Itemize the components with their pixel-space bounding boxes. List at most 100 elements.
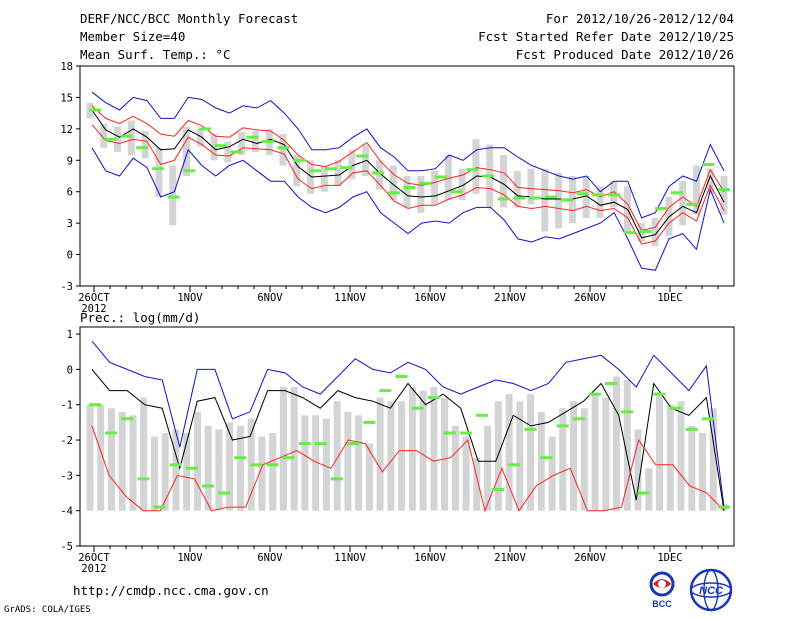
temp-median-marker [450, 190, 463, 194]
temp-median-marker [293, 158, 306, 162]
temp-median-marker [372, 171, 385, 175]
temp-median-marker [576, 192, 589, 196]
temp-ensemble-bar [720, 176, 728, 215]
temp-median-marker [545, 195, 557, 199]
precip-ensemble-bar [376, 397, 384, 511]
precip-median-marker [653, 392, 666, 396]
temp-y-tick-label: 0 [67, 250, 73, 262]
temp-y-tick-label: 3 [67, 218, 73, 230]
precip-median-marker [669, 406, 682, 410]
precip-ensemble-bar [602, 397, 610, 511]
temp-ensemble-bar [417, 176, 425, 213]
precip-ensemble-bar [505, 394, 513, 511]
precip-y-tick-label: 1 [67, 329, 73, 341]
temp-ensemble-bar [141, 131, 149, 159]
temp-median-marker [324, 167, 337, 171]
temp-median-marker [309, 169, 322, 173]
temp-ensemble-bar [169, 165, 177, 226]
temp-median-marker [497, 197, 510, 201]
temp-ensemble-bar [279, 134, 287, 166]
precip-median-marker [443, 431, 456, 435]
precip-ensemble-bar [344, 411, 352, 511]
temp-ensemble-bar [500, 155, 507, 208]
temp-y-tick-label: -3 [60, 281, 73, 293]
precip-median-marker [589, 392, 601, 396]
precip-ensemble-bar [269, 433, 277, 511]
temp-median-marker [151, 167, 164, 171]
precip-y-tick-label: -5 [60, 541, 73, 553]
precip-x-tick-label: 6NOV [257, 552, 283, 564]
temp-ensemble-bar [183, 126, 190, 176]
precip-max-line [91, 340, 725, 508]
precip-ensemble-bar [666, 404, 674, 511]
precip-mean-line [91, 369, 725, 511]
precip-median-marker [621, 410, 634, 414]
precip-median-marker [282, 456, 295, 460]
temp-ensemble-bar [251, 131, 259, 152]
temp-median-marker [623, 231, 636, 235]
precip-median-marker [718, 505, 730, 509]
temp-x-tick-label: 21NOV [494, 292, 526, 304]
precip-title: Prec.: log(mm/d) [80, 310, 201, 325]
precip-ensemble-bar [215, 429, 223, 511]
precip-year-label: 2012 [81, 563, 106, 575]
precip-median-marker [508, 463, 521, 467]
precip-median-marker [266, 463, 279, 467]
precip-ensemble-bar [161, 433, 169, 511]
precip-median-marker [379, 389, 392, 393]
temp-ensemble-bar [348, 149, 356, 180]
precip-median-marker [250, 463, 263, 467]
forecast-started-label: Fcst Started Refer Date 2012/10/25 [478, 29, 734, 44]
precip-ensemble-bar [398, 401, 406, 511]
precip-median-marker [89, 403, 101, 407]
forecast-period-label: For 2012/10/26-2012/12/04 [545, 11, 734, 26]
precip-ensemble-bar [688, 425, 696, 511]
temp-median-marker [466, 168, 479, 172]
temp-x-tick-label: 6NOV [257, 292, 283, 304]
temp-median-marker [513, 196, 526, 200]
precip-median-marker [185, 466, 198, 470]
precip-ensemble-bar [441, 397, 449, 511]
precip-plot-frame [79, 326, 735, 547]
temp-ensemble-bar [692, 165, 700, 215]
temp-y-tick-label: 15 [60, 92, 73, 104]
precip-median-marker [701, 417, 714, 421]
precip-ensemble-bar [484, 425, 492, 511]
precip-ensemble-bar [365, 443, 373, 511]
precip-ensemble-bar [387, 401, 395, 511]
temp-ensemble-bar [196, 128, 204, 147]
precip-ensemble-bar [140, 397, 148, 511]
precip-median-marker [169, 463, 182, 467]
precip-ensemble-bar [634, 429, 642, 511]
precip-ensemble-bar [279, 387, 287, 511]
temp-median-marker [403, 186, 416, 189]
precip-ensemble-bar [559, 408, 567, 511]
temp-median-marker [482, 174, 495, 178]
precip-ensemble-bar [129, 415, 137, 511]
temp-median-marker [639, 230, 652, 233]
precip-ensemble-bar [473, 457, 481, 511]
precip-ensemble-bar [580, 408, 588, 511]
precip-median-marker [540, 456, 553, 460]
precip-median-marker [298, 442, 311, 446]
temp-ensemble-bar [527, 168, 535, 205]
precip-y-tick-label: -3 [60, 470, 73, 482]
temp-ensemble-bar [444, 155, 452, 200]
temp-median-marker [230, 150, 243, 154]
precip-ensemble-bar [462, 436, 470, 511]
temp-ensemble-bar [596, 186, 604, 218]
temp-ensemble-bar [155, 147, 163, 197]
temp-ensemble-bar [224, 141, 232, 163]
precip-ensemble-bar [172, 429, 180, 511]
source-url[interactable]: http://cmdp.ncc.cma.gov.cn [73, 583, 269, 598]
temp-ensemble-bar [651, 217, 659, 247]
temp-ensemble-bar [210, 134, 218, 161]
precip-ensemble-bar [355, 415, 363, 511]
temp-median-marker [356, 154, 369, 158]
precip-ensemble-bar [312, 415, 320, 511]
precip-ensemble-bar [699, 433, 706, 511]
temp-ensemble-bar [100, 123, 108, 148]
precip-median-marker [427, 396, 440, 400]
bcc-logo-text: BCC [652, 599, 672, 609]
precip-ensemble-bar [430, 387, 438, 511]
